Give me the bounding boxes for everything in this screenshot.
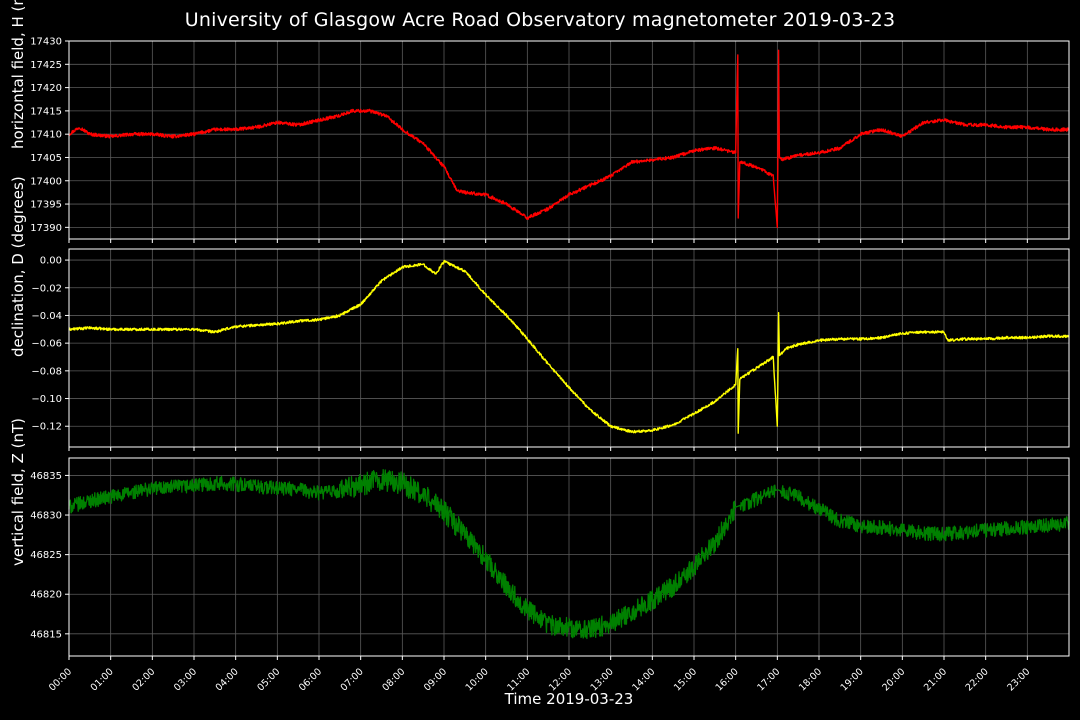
y-axis-label-vertical-field: vertical field, Z (nT): [9, 417, 27, 566]
x-axis-label: Time 2019-03-23: [504, 690, 634, 708]
y-tick-label: 46815: [30, 629, 62, 640]
y-tick-label: 46830: [30, 511, 62, 522]
y-tick-label: −0.04: [31, 311, 62, 322]
panel-vertical-field: 46815 46820 46825 46830 46835: [30, 457, 1070, 660]
series-line: [68, 469, 1070, 640]
plot-frame: [68, 457, 1070, 657]
y-tick-label: 17425: [30, 60, 62, 71]
y-tick-label: 46835: [30, 471, 62, 482]
y-tick-label: 17410: [30, 130, 62, 141]
y-tick-label: −0.10: [31, 394, 62, 405]
y-tick-label: 17390: [30, 223, 62, 234]
plot-frame: [68, 248, 1070, 448]
series-line: [68, 259, 1070, 434]
y-tick-label: 17405: [30, 153, 62, 164]
y-tick-label: 17400: [30, 176, 62, 187]
y-tick-label: 17395: [30, 200, 62, 211]
y-tick-label: −0.08: [31, 366, 62, 377]
y-axis-label-declination: declination, D (degrees): [9, 176, 27, 357]
y-tick-label: −0.02: [31, 283, 62, 294]
panel-declination: −0.12 −0.10 −0.08 −0.06 −0.04 −0.02 0.00: [31, 248, 1070, 451]
y-tick-label: 17420: [30, 83, 62, 94]
y-tick-label: −0.12: [31, 422, 62, 433]
y-tick-label: 17430: [30, 37, 62, 48]
y-axis-label-horizontal-field: horizontal field, H (nT): [9, 0, 27, 149]
series-line: [68, 49, 1070, 229]
y-tick-label: 17415: [30, 106, 62, 117]
y-tick-label: −0.06: [31, 339, 62, 350]
y-tick-label: 0.00: [40, 256, 62, 267]
plot-frame: [68, 40, 1070, 240]
y-tick-label: 46820: [30, 590, 62, 601]
figure-title: University of Glasgow Acre Road Observat…: [184, 9, 896, 31]
y-tick-label: 46825: [30, 550, 62, 561]
panel-horizontal-field: 17390 17395 17400 17405 17410 17415 17420 17425…: [30, 37, 1070, 243]
